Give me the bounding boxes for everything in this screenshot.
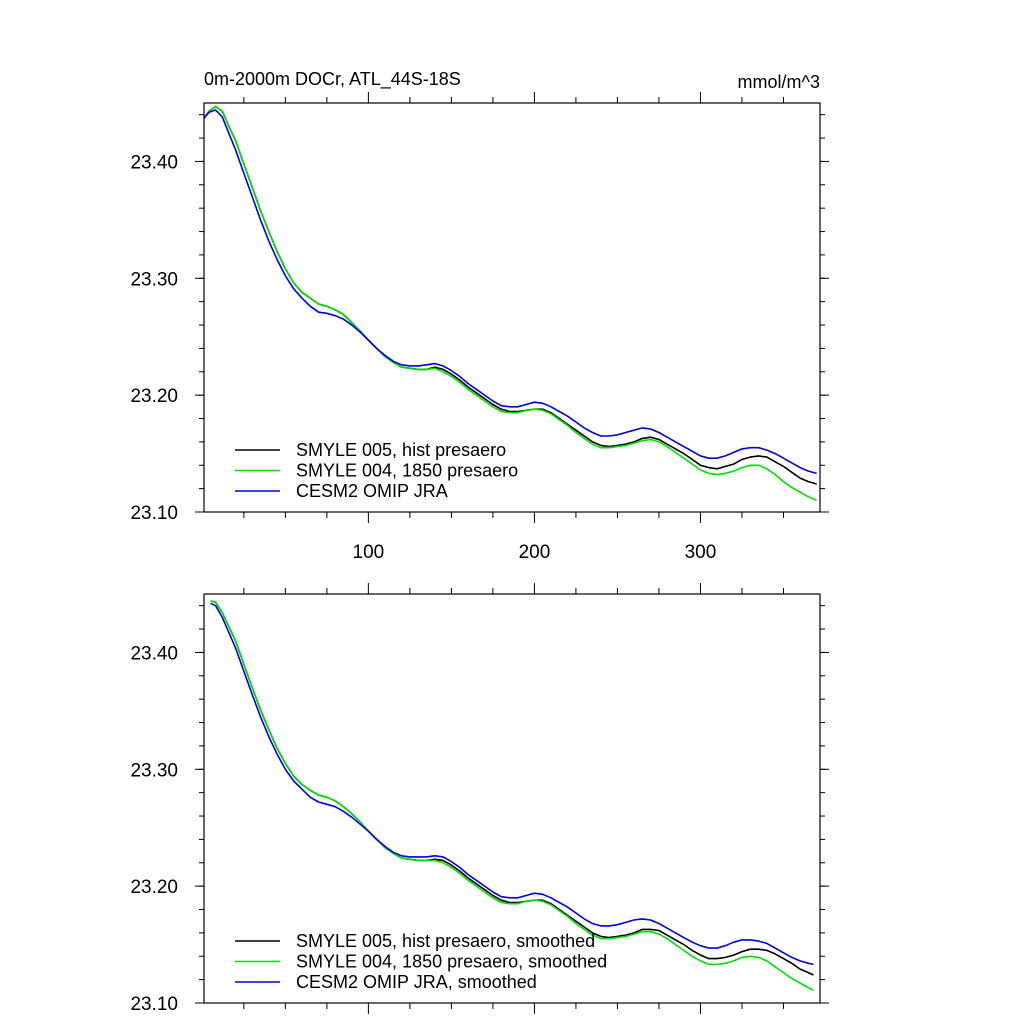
legend: SMYLE 005, hist presaero, smoothedSMYLE … bbox=[235, 931, 607, 992]
series-line-3 bbox=[203, 109, 817, 475]
legend-label-2: SMYLE 004, 1850 presaero bbox=[296, 461, 518, 481]
x-tick-label: 200 bbox=[519, 542, 551, 563]
chart-panel-1: 23.10 23.20 23.30 23.40 100 200 300 0m-2000m DO… bbox=[130, 69, 829, 563]
y-tick-label: 23.10 bbox=[130, 503, 178, 524]
plot-frame bbox=[203, 593, 821, 1004]
chart-panel-2: 23.10 23.20 23.30 23.40 SMYLE 005, hist pres… bbox=[130, 583, 829, 1015]
x-tick-label: 300 bbox=[685, 542, 717, 563]
y-tick-label: 23.40 bbox=[130, 152, 178, 173]
y-tick-label: 23.20 bbox=[130, 877, 178, 898]
series-line-2 bbox=[210, 600, 814, 991]
legend-label-3: CESM2 OMIP JRA bbox=[296, 481, 448, 501]
series-line-3 bbox=[210, 602, 814, 966]
y-tick-label: 23.30 bbox=[130, 269, 178, 290]
legend-label-1: SMYLE 005, hist presaero bbox=[296, 440, 506, 460]
y-tick-label: 23.40 bbox=[130, 643, 178, 664]
y-tick-label: 23.30 bbox=[130, 760, 178, 781]
series-line-1 bbox=[203, 105, 817, 485]
y-tick-label: 23.10 bbox=[130, 994, 178, 1015]
units-label: mmol/m^3 bbox=[738, 72, 820, 92]
series-line-2 bbox=[203, 105, 818, 502]
legend-label-1: SMYLE 005, hist presaero, smoothed bbox=[296, 931, 595, 951]
plot-frame bbox=[203, 102, 821, 513]
y-tick-label: 23.20 bbox=[130, 386, 178, 407]
chart-title: 0m-2000m DOCr, ATL_44S-18S bbox=[204, 69, 461, 90]
legend-label-2: SMYLE 004, 1850 presaero, smoothed bbox=[296, 952, 607, 972]
legend-label-3: CESM2 OMIP JRA, smoothed bbox=[296, 972, 537, 992]
x-tick-label: 100 bbox=[353, 542, 385, 563]
